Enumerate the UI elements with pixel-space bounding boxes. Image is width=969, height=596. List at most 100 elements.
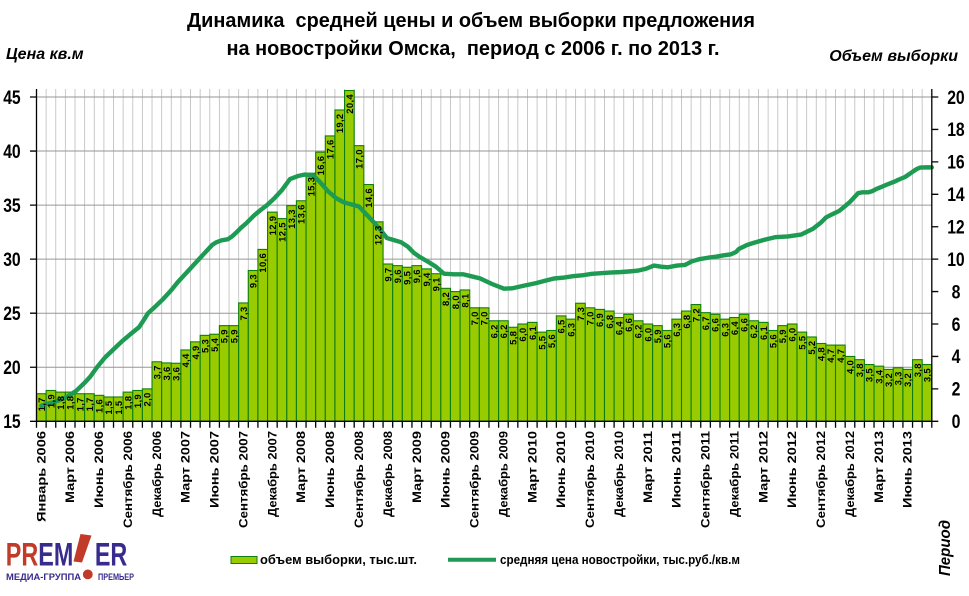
svg-text:3,8: 3,8	[913, 363, 924, 377]
svg-text:12,3: 12,3	[374, 225, 385, 245]
svg-text:10: 10	[947, 250, 965, 271]
svg-text:7,3: 7,3	[576, 307, 587, 321]
svg-text:4: 4	[952, 347, 961, 368]
svg-text:20: 20	[3, 358, 21, 379]
svg-text:3,5: 3,5	[865, 368, 876, 383]
svg-text:9,7: 9,7	[383, 268, 394, 282]
svg-text:6,8: 6,8	[605, 315, 616, 329]
svg-text:5,4: 5,4	[210, 337, 221, 352]
svg-text:17,6: 17,6	[326, 139, 337, 159]
svg-text:5,9: 5,9	[229, 329, 240, 343]
svg-text:4,8: 4,8	[817, 347, 828, 361]
svg-text:6,6: 6,6	[711, 318, 722, 332]
svg-text:3,6: 3,6	[162, 366, 173, 380]
svg-text:ER: ER	[95, 537, 127, 572]
svg-text:на новостройки Омска, период: на новостройки Омска, период с 2006 г. п…	[227, 38, 720, 60]
svg-text:1,8: 1,8	[56, 396, 67, 410]
svg-text:14: 14	[947, 185, 965, 206]
svg-text:12,5: 12,5	[277, 222, 288, 242]
svg-text:1,8: 1,8	[66, 396, 77, 410]
svg-text:6,9: 6,9	[595, 313, 606, 327]
svg-text:1,7: 1,7	[85, 397, 96, 411]
svg-text:20: 20	[947, 88, 965, 109]
svg-text:0: 0	[952, 412, 961, 433]
svg-text:30: 30	[3, 250, 21, 271]
svg-text:6,6: 6,6	[740, 318, 751, 332]
svg-text:6,0: 6,0	[788, 328, 799, 342]
svg-text:Период: Период	[937, 520, 954, 576]
svg-text:8: 8	[952, 282, 961, 303]
svg-text:5,5: 5,5	[537, 335, 548, 350]
svg-text:6,7: 6,7	[701, 316, 712, 330]
svg-text:6,6: 6,6	[624, 318, 635, 332]
svg-text:7,2: 7,2	[691, 308, 702, 322]
svg-text:19,2: 19,2	[335, 113, 346, 133]
svg-text:PREM: PREM	[6, 537, 73, 572]
svg-text:6,0: 6,0	[643, 328, 654, 342]
svg-text:15: 15	[3, 412, 21, 433]
svg-text:1,8: 1,8	[123, 396, 134, 410]
svg-text:5,6: 5,6	[663, 334, 674, 348]
svg-text:5,6: 5,6	[768, 334, 779, 348]
svg-text:8,0: 8,0	[451, 295, 462, 309]
svg-text:6,2: 6,2	[499, 324, 510, 338]
svg-text:4,0: 4,0	[845, 360, 856, 374]
svg-text:Июнь 2010: Июнь 2010	[556, 431, 568, 508]
svg-text:Март 2011: Март 2011	[643, 430, 655, 503]
svg-text:1,5: 1,5	[104, 400, 115, 415]
svg-text:5,5: 5,5	[797, 335, 808, 350]
svg-text:Июнь 2006: Июнь 2006	[94, 431, 106, 508]
svg-text:5,9: 5,9	[778, 329, 789, 343]
svg-text:Динамика средней цены и объем: Динамика средней цены и объем выборки пр…	[187, 10, 755, 32]
svg-text:Цена кв.м: Цена кв.м	[6, 46, 84, 63]
svg-text:20,4: 20,4	[345, 94, 356, 114]
svg-text:Сентябрь 2010: Сентябрь 2010	[585, 431, 597, 528]
svg-text:14,6: 14,6	[364, 188, 375, 208]
svg-text:4,7: 4,7	[836, 349, 847, 363]
svg-text:Июнь 2013: Июнь 2013	[903, 431, 915, 508]
svg-text:6,0: 6,0	[518, 328, 529, 342]
svg-text:Июнь 2011: Июнь 2011	[672, 430, 684, 508]
svg-text:15,3: 15,3	[306, 177, 317, 197]
svg-text:9,3: 9,3	[249, 274, 260, 288]
svg-text:ПРЕМЬЕР: ПРЕМЬЕР	[98, 572, 134, 582]
svg-text:10,6: 10,6	[258, 253, 269, 273]
svg-text:9,1: 9,1	[432, 277, 443, 292]
svg-text:5,6: 5,6	[547, 334, 558, 348]
svg-text:средняя цена новостройки, тыс.: средняя цена новостройки, тыс.руб./кв.м	[500, 553, 740, 567]
svg-text:1,5: 1,5	[114, 400, 125, 415]
svg-text:6: 6	[952, 315, 961, 336]
svg-text:5,9: 5,9	[220, 329, 231, 343]
svg-text:16: 16	[947, 153, 965, 174]
svg-text:Июнь 2008: Июнь 2008	[325, 430, 337, 508]
svg-text:1,7: 1,7	[37, 397, 48, 411]
svg-text:Январь 2006: Январь 2006	[36, 431, 48, 522]
svg-text:7,0: 7,0	[480, 311, 491, 325]
svg-text:Сентябрь 2009: Сентябрь 2009	[470, 431, 482, 528]
svg-text:3,7: 3,7	[152, 365, 163, 379]
svg-text:Декабрь 2010: Декабрь 2010	[614, 431, 626, 517]
svg-text:45: 45	[3, 88, 21, 109]
svg-text:Сентябрь 2006: Сентябрь 2006	[123, 431, 135, 528]
svg-text:5,9: 5,9	[653, 329, 664, 343]
svg-text:1,7: 1,7	[75, 397, 86, 411]
svg-text:16,6: 16,6	[316, 156, 327, 176]
svg-text:Июнь 2012: Июнь 2012	[787, 431, 799, 508]
svg-text:Март 2013: Март 2013	[874, 431, 886, 503]
svg-text:9,6: 9,6	[412, 269, 423, 283]
svg-text:9,5: 9,5	[403, 270, 414, 285]
svg-text:9,4: 9,4	[422, 272, 433, 287]
svg-text:Март 2006: Март 2006	[65, 431, 77, 503]
svg-text:Июнь 2007: Июнь 2007	[210, 431, 222, 508]
svg-text:6,2: 6,2	[749, 324, 760, 338]
svg-text:объем выборки, тыс.шт.: объем выборки, тыс.шт.	[260, 553, 417, 567]
svg-text:9,6: 9,6	[393, 269, 404, 283]
svg-text:Сентябрь 2008: Сентябрь 2008	[354, 430, 366, 528]
svg-text:Март 2008: Март 2008	[296, 430, 308, 503]
svg-text:6,1: 6,1	[528, 325, 539, 340]
svg-text:Март 2010: Март 2010	[527, 431, 539, 503]
svg-text:7,3: 7,3	[239, 306, 250, 320]
svg-text:Сентябрь 2012: Сентябрь 2012	[816, 431, 828, 528]
svg-text:5,3: 5,3	[200, 339, 211, 353]
svg-text:40: 40	[3, 142, 21, 163]
